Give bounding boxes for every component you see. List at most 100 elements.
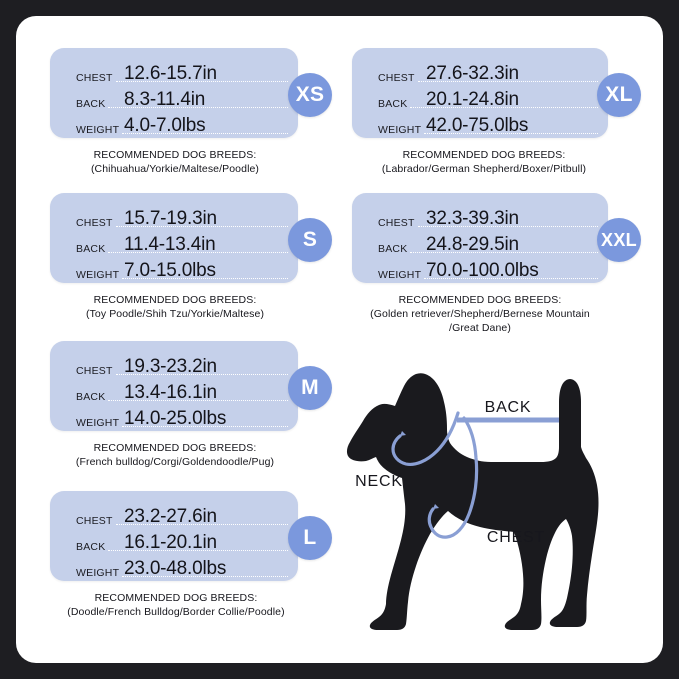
size-card-l: CHEST 23.2-27.6in BACK 16.1-20.1in WEIGH… — [50, 491, 332, 641]
leader-dots — [115, 80, 288, 82]
leader-dots — [115, 373, 288, 375]
weight-label: WEIGHT — [76, 417, 120, 429]
breed-caption: RECOMMENDED DOG BREEDS: (Labrador/German… — [381, 149, 587, 175]
size-card-xl: CHEST 27.6-32.3in BACK 20.1-24.8in WEIGH… — [352, 48, 641, 198]
measurement-rows: CHEST 12.6-15.7in BACK 8.3-11.4in WEIGHT… — [76, 60, 288, 138]
measurement-rows: CHEST 32.3-39.3in BACK 24.8-29.5in WEIGH… — [378, 205, 598, 283]
neck-label: NECK — [355, 473, 403, 490]
measurement-row-back: BACK 13.4-16.1in — [76, 379, 288, 405]
back-label: BACK — [76, 391, 106, 403]
size-card-xs: CHEST 12.6-15.7in BACK 8.3-11.4in WEIGHT… — [50, 48, 332, 198]
leader-dots — [108, 549, 288, 551]
measurement-row-chest: CHEST 19.3-23.2in — [76, 353, 288, 379]
back-label: BACK — [378, 243, 408, 255]
size-badge-m: M — [288, 366, 332, 410]
weight-label: WEIGHT — [76, 269, 120, 281]
measurement-row-chest: CHEST 27.6-32.3in — [378, 60, 598, 86]
measurement-row-back: BACK 20.1-24.8in — [378, 86, 598, 112]
dog-diagram-svg: BACK NECK CHEST — [346, 373, 599, 630]
dog-measurement-diagram: BACK NECK CHEST — [341, 346, 651, 646]
measurement-row-weight: WEIGHT 14.0-25.0lbs — [76, 405, 288, 431]
back-label: BACK — [485, 399, 532, 416]
measurement-rows: CHEST 27.6-32.3in BACK 20.1-24.8in WEIGH… — [378, 60, 598, 138]
size-panel — [50, 491, 298, 581]
leader-dots — [122, 425, 288, 427]
chest-label: CHEST — [76, 72, 113, 84]
size-panel — [50, 193, 298, 283]
measurement-rows: CHEST 19.3-23.2in BACK 13.4-16.1in WEIGH… — [76, 353, 288, 431]
measurement-row-weight: WEIGHT 70.0-100.0lbs — [378, 257, 598, 283]
leader-dots — [410, 106, 598, 108]
weight-label: WEIGHT — [378, 269, 422, 281]
chest-label: CHEST — [76, 365, 113, 377]
measurement-row-weight: WEIGHT 4.0-7.0lbs — [76, 112, 288, 138]
measurement-row-back: BACK 24.8-29.5in — [378, 231, 598, 257]
leader-dots — [410, 251, 598, 253]
neck-loop-arrow — [400, 431, 406, 436]
breed-caption: RECOMMENDED DOG BREEDS: (Golden retrieve… — [370, 294, 590, 334]
size-card-m: CHEST 19.3-23.2in BACK 13.4-16.1in WEIGH… — [50, 341, 332, 491]
infographic-card: CHEST 12.6-15.7in BACK 8.3-11.4in WEIGHT… — [16, 16, 663, 663]
size-card-s: CHEST 15.7-19.3in BACK 11.4-13.4in WEIGH… — [50, 193, 332, 343]
leader-dots — [122, 277, 288, 279]
chest-value: 19.3-23.2in — [124, 356, 217, 377]
size-card-xxl: CHEST 32.3-39.3in BACK 24.8-29.5in WEIGH… — [352, 193, 641, 358]
weight-value: 14.0-25.0lbs — [124, 408, 227, 429]
weight-value: 23.0-48.0lbs — [124, 558, 227, 579]
size-panel — [50, 48, 298, 138]
chest-label: CHEST — [378, 217, 415, 229]
weight-label: WEIGHT — [378, 124, 422, 136]
breed-caption: RECOMMENDED DOG BREEDS: (Toy Poodle/Shih… — [85, 294, 265, 320]
weight-value: 7.0-15.0lbs — [124, 260, 216, 281]
breed-caption: RECOMMENDED DOG BREEDS: (Doodle/French B… — [67, 592, 285, 618]
chest-measure-loop — [427, 416, 479, 539]
measurement-rows: CHEST 23.2-27.6in BACK 16.1-20.1in WEIGH… — [76, 503, 288, 581]
chest-loop-arrow — [433, 504, 439, 509]
back-value: 20.1-24.8in — [426, 89, 519, 110]
measurement-row-back: BACK 8.3-11.4in — [76, 86, 288, 112]
weight-value: 42.0-75.0lbs — [426, 115, 529, 136]
chest-value: 23.2-27.6in — [124, 506, 217, 527]
leader-dots — [108, 106, 288, 108]
measurement-row-weight: WEIGHT 42.0-75.0lbs — [378, 112, 598, 138]
measurement-row-chest: CHEST 23.2-27.6in — [76, 503, 288, 529]
chest-label: CHEST — [76, 217, 113, 229]
leader-dots — [108, 399, 288, 401]
measurement-row-back: BACK 11.4-13.4in — [76, 231, 288, 257]
chest-label: CHEST — [76, 515, 113, 527]
measurement-row-weight: WEIGHT 7.0-15.0lbs — [76, 257, 288, 283]
leader-dots — [417, 225, 598, 227]
weight-value: 4.0-7.0lbs — [124, 115, 206, 136]
back-value: 13.4-16.1in — [124, 382, 217, 403]
back-value: 8.3-11.4in — [124, 89, 206, 110]
size-badge-s: S — [288, 218, 332, 262]
back-label: BACK — [76, 243, 106, 255]
leader-dots — [122, 575, 288, 577]
chest-label: CHEST — [487, 529, 545, 546]
measurement-row-chest: CHEST 15.7-19.3in — [76, 205, 288, 231]
chest-value: 32.3-39.3in — [426, 208, 519, 229]
measurement-row-weight: WEIGHT 23.0-48.0lbs — [76, 555, 288, 581]
leader-dots — [424, 277, 598, 279]
size-badge-l: L — [288, 516, 332, 560]
weight-label: WEIGHT — [76, 124, 120, 136]
size-badge-xl: XL — [597, 73, 641, 117]
measurement-rows: CHEST 15.7-19.3in BACK 11.4-13.4in WEIGH… — [76, 205, 288, 283]
back-label: BACK — [76, 98, 106, 110]
weight-label: WEIGHT — [76, 567, 120, 579]
breed-caption: RECOMMENDED DOG BREEDS: (Chihuahua/Yorki… — [90, 149, 260, 175]
leader-dots — [108, 251, 288, 253]
leader-dots — [115, 523, 288, 525]
size-panel — [50, 341, 298, 431]
measurement-row-back: BACK 16.1-20.1in — [76, 529, 288, 555]
leader-dots — [417, 80, 598, 82]
leader-dots — [122, 132, 288, 134]
measurement-row-chest: CHEST 12.6-15.7in — [76, 60, 288, 86]
size-badge-xs: XS — [288, 73, 332, 117]
measurement-row-chest: CHEST 32.3-39.3in — [378, 205, 598, 231]
neck-measure-loop — [391, 411, 460, 467]
back-value: 16.1-20.1in — [124, 532, 217, 553]
chest-label: CHEST — [378, 72, 415, 84]
back-value: 11.4-13.4in — [124, 234, 216, 255]
back-label: BACK — [76, 541, 106, 553]
